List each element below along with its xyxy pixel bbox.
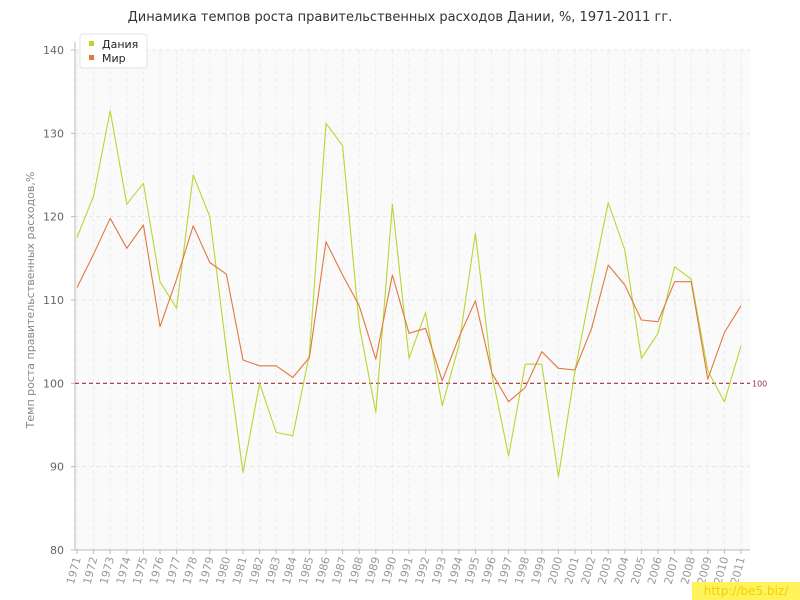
- y-tick-label: 120: [43, 211, 64, 224]
- reference-line-label: 100: [752, 379, 767, 388]
- y-tick-label: 140: [43, 44, 64, 57]
- legend[interactable]: Дания Мир: [79, 33, 148, 69]
- legend-box: [79, 33, 148, 69]
- y-tick-label: 80: [50, 544, 64, 557]
- y-tick-label: 100: [43, 377, 64, 390]
- y-axis-label: Темп роста правительственных расходов,%: [24, 172, 37, 430]
- y-tick-label: 90: [50, 461, 64, 474]
- y-tick-label: 110: [43, 294, 64, 307]
- site-watermark-link[interactable]: http://be5.biz/: [692, 582, 800, 600]
- chart-title: Динамика темпов роста правительственных …: [127, 10, 673, 25]
- series-lines: [76, 110, 742, 478]
- x-tick-labels: 1971197219731974197519761977197819791980…: [64, 550, 748, 586]
- legend-marker-dania: [89, 41, 94, 46]
- reference-line-100: 100: [75, 379, 767, 388]
- y-tick-label: 130: [43, 127, 64, 140]
- legend-label-mir: Мир: [102, 52, 126, 65]
- y-tick-labels: 80 90 100 110 120 130 140: [43, 44, 75, 557]
- legend-label-dania: Дания: [102, 38, 138, 51]
- legend-marker-mir: [89, 55, 94, 60]
- series-line-mir: [76, 217, 742, 403]
- series-line-dania: [76, 110, 742, 478]
